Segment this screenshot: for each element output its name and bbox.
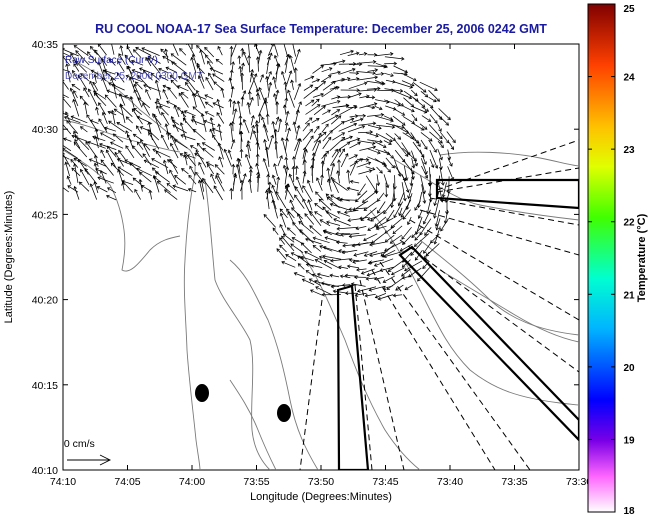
x-tick-label: 73:45 <box>372 476 398 488</box>
x-tick-label: 73:50 <box>308 476 334 488</box>
colorbar-tick-label: 24 <box>623 73 635 84</box>
colorbar <box>588 4 615 512</box>
colorbar-tick-label: 21 <box>623 290 635 301</box>
y-tick-label: 40:20 <box>32 295 58 307</box>
x-tick-label: 74:10 <box>50 476 76 488</box>
x-tick-label: 73:40 <box>437 476 463 488</box>
colorbar-tick-label: 18 <box>623 506 635 517</box>
colorbar-tick-label: 23 <box>623 145 635 156</box>
current-vector-head <box>247 39 250 42</box>
buoy-marker-1 <box>195 384 209 402</box>
colorbar-tick-label: 22 <box>623 218 635 229</box>
current-vector-head <box>59 185 62 188</box>
current-vector <box>349 64 362 65</box>
current-vector <box>230 99 231 107</box>
colorbar-tick-label: 25 <box>623 4 635 15</box>
current-vector-head <box>56 140 59 143</box>
y-tick-label: 40:30 <box>32 124 58 136</box>
current-vector-head <box>282 39 285 42</box>
figure-title: RU COOL NOAA-17 Sea Surface Temperature:… <box>95 22 547 36</box>
buoy-marker-2 <box>277 404 291 422</box>
x-tick-label: 74:05 <box>114 476 140 488</box>
current-vector <box>233 165 234 175</box>
colorbar-tick-label: 20 <box>623 363 635 374</box>
y-tick-label: 40:10 <box>32 465 58 477</box>
current-vector-head <box>291 39 294 42</box>
y-tick-label: 40:15 <box>32 380 58 392</box>
current-vector-head <box>236 39 239 42</box>
overlay-line-1: Raw Surface (Cur-V) <box>65 55 158 66</box>
current-vector-head <box>57 67 60 70</box>
x-tick-label: 74:00 <box>179 476 205 488</box>
overlay-line-2: December 25, 2006 0300 GMT <box>65 71 203 82</box>
x-axis-label: Longitude (Degrees:Minutes) <box>250 491 392 503</box>
x-tick-label: 73:55 <box>243 476 269 488</box>
y-axis-label: Latitude (Degrees:Minutes) <box>3 191 15 324</box>
scale-arrow-label: 50 cm/s <box>58 438 95 450</box>
y-tick-label: 40:25 <box>32 209 58 221</box>
x-tick-label: 73:35 <box>501 476 527 488</box>
y-tick-label: 40:35 <box>32 39 58 51</box>
current-vector-head <box>56 91 59 94</box>
current-vector-head <box>58 153 61 156</box>
colorbar-label: Temperature (°C) <box>636 213 648 302</box>
current-vector-head <box>60 121 63 124</box>
current-vector-head <box>272 40 275 43</box>
colorbar-tick-label: 19 <box>623 435 635 446</box>
